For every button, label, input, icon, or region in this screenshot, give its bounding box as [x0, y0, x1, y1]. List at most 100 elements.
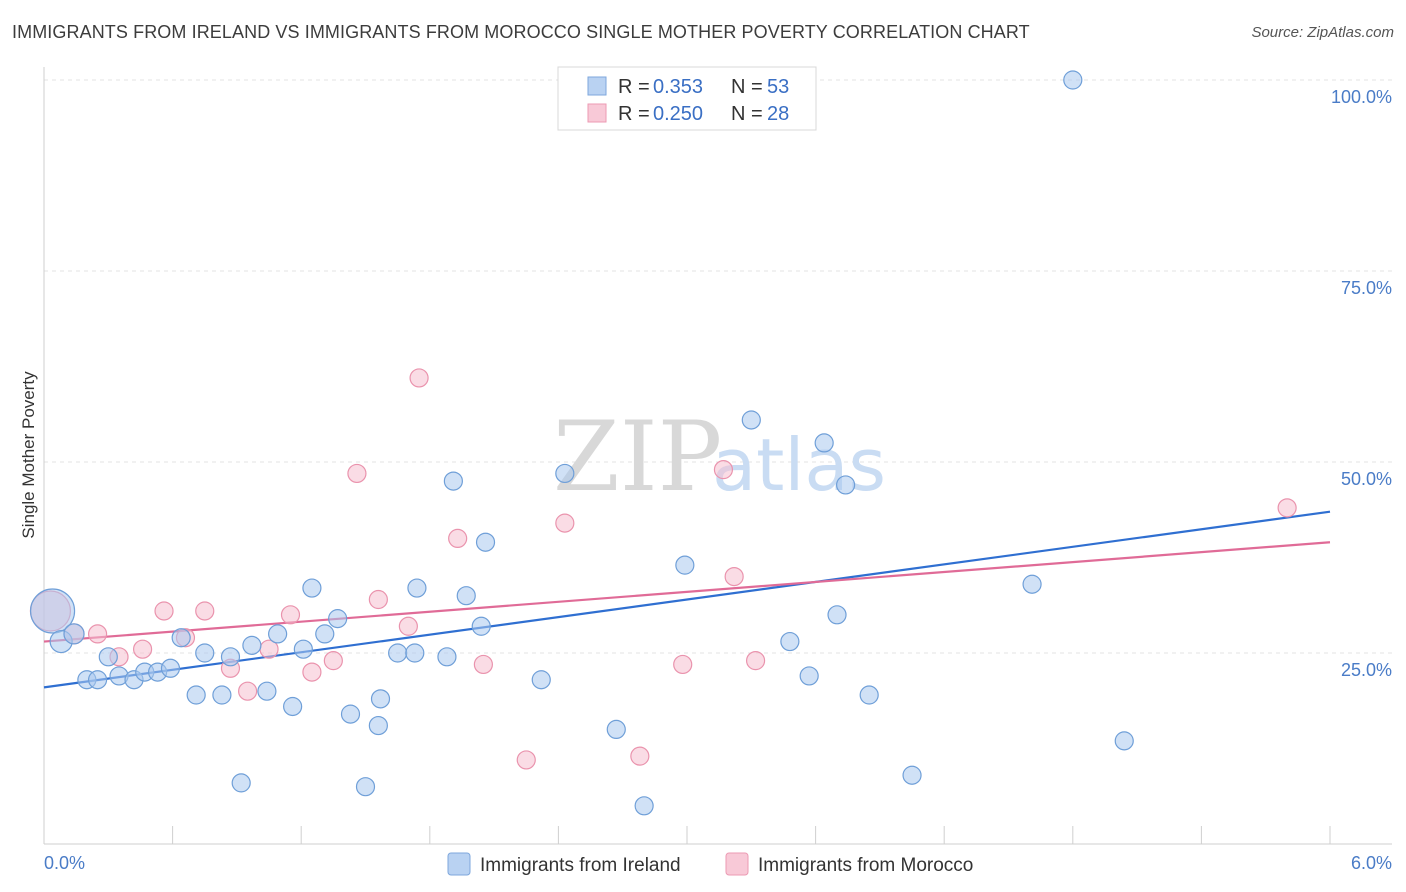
- point-morocco: [555, 513, 575, 533]
- point-ireland: [827, 605, 847, 625]
- point-ireland: [388, 643, 408, 663]
- point-ireland: [231, 773, 251, 793]
- legend-n-value-1: 53: [767, 76, 789, 98]
- point-ireland: [29, 588, 76, 634]
- point-ireland: [293, 639, 313, 659]
- point-ireland: [475, 532, 496, 552]
- point-morocco: [745, 651, 766, 671]
- point-ireland: [315, 624, 335, 644]
- bottom-legend-swatch-morocco: [725, 852, 749, 876]
- point-ireland: [741, 410, 761, 430]
- point-ireland: [407, 578, 427, 598]
- source-label: Source: ZipAtlas.com: [1251, 24, 1394, 41]
- point-ireland: [437, 647, 457, 667]
- legend-r-value-1: 0.353: [653, 76, 703, 98]
- point-morocco: [132, 639, 153, 659]
- point-ireland: [456, 586, 476, 606]
- bottom-legend: Immigrants from Ireland Immigrants from …: [447, 852, 973, 876]
- legend-n-label-2: N =: [731, 103, 763, 125]
- point-morocco: [280, 605, 301, 625]
- point-morocco: [302, 662, 322, 682]
- points: [29, 70, 1297, 816]
- point-ireland: [302, 578, 322, 598]
- point-ireland: [799, 666, 819, 686]
- legend-r-value-2: 0.250: [653, 103, 703, 125]
- bottom-legend-label-ireland: Immigrants from Ireland: [480, 855, 681, 876]
- point-ireland: [257, 681, 277, 701]
- point-ireland: [212, 685, 232, 705]
- point-ireland: [220, 647, 241, 667]
- watermark: ZIP atlas: [553, 401, 886, 513]
- point-ireland: [606, 719, 626, 740]
- legend-swatch-ireland: [587, 76, 607, 96]
- legend-n-value-2: 28: [767, 103, 789, 125]
- y-tick-label: 75.0%: [1341, 278, 1392, 298]
- point-ireland: [634, 796, 654, 816]
- chart-title: IMMIGRANTS FROM IRELAND VS IMMIGRANTS FR…: [12, 22, 1030, 42]
- point-morocco: [195, 601, 215, 621]
- point-ireland: [160, 658, 181, 678]
- point-ireland: [195, 643, 215, 663]
- point-morocco: [516, 750, 536, 770]
- y-tick-label: 25.0%: [1341, 660, 1392, 680]
- y-tick-label: 100.0%: [1331, 87, 1392, 107]
- point-ireland: [555, 463, 575, 484]
- point-morocco: [724, 566, 744, 587]
- point-morocco: [347, 463, 367, 484]
- x-ticks: [172, 826, 1331, 844]
- point-ireland: [531, 670, 551, 690]
- point-ireland: [471, 616, 491, 636]
- trendline-morocco: [43, 541, 1331, 643]
- legend-swatch-morocco: [587, 103, 607, 123]
- point-morocco: [368, 589, 388, 610]
- point-morocco: [154, 601, 174, 621]
- point-morocco: [398, 616, 418, 636]
- point-ireland: [283, 696, 303, 717]
- point-ireland: [171, 628, 191, 648]
- trendline-ireland: [43, 510, 1331, 689]
- legend: R = 0.353 N = 53 R = 0.250 N = 28: [557, 66, 817, 131]
- point-ireland: [836, 475, 856, 495]
- point-morocco: [713, 460, 734, 480]
- y-tick-label: 50.0%: [1341, 469, 1392, 489]
- point-ireland: [780, 631, 800, 652]
- axes: [43, 67, 1392, 845]
- x-tick-label-max: 6.0%: [1351, 853, 1392, 873]
- point-morocco: [448, 528, 468, 549]
- legend-n-label-1: N =: [731, 76, 763, 98]
- point-ireland: [902, 765, 922, 785]
- point-morocco: [409, 368, 429, 388]
- point-ireland: [405, 643, 425, 663]
- point-morocco: [473, 654, 493, 675]
- point-morocco: [673, 654, 693, 675]
- point-ireland: [675, 555, 695, 575]
- point-ireland: [186, 685, 206, 705]
- point-ireland: [1063, 70, 1083, 90]
- point-ireland: [1022, 574, 1042, 594]
- point-morocco: [87, 624, 108, 644]
- point-ireland: [814, 433, 834, 453]
- x-tick-label-min: 0.0%: [44, 853, 85, 873]
- trendlines: [43, 510, 1331, 689]
- watermark-zip: ZIP: [553, 401, 722, 513]
- point-ireland: [87, 670, 108, 690]
- point-ireland: [242, 635, 262, 655]
- y-axis-label: Single Mother Poverty: [19, 371, 38, 539]
- bottom-legend-swatch-ireland: [447, 852, 471, 876]
- point-morocco: [323, 651, 343, 671]
- point-ireland: [1114, 731, 1134, 751]
- legend-r-label-2: R =: [618, 103, 650, 125]
- point-morocco: [1277, 498, 1297, 518]
- point-ireland: [368, 715, 388, 736]
- point-ireland: [355, 777, 376, 797]
- point-ireland: [268, 624, 288, 644]
- grid: [44, 79, 1392, 654]
- point-ireland: [98, 647, 118, 667]
- watermark-atlas: atlas: [712, 423, 886, 507]
- point-morocco: [630, 746, 650, 766]
- bottom-legend-label-morocco: Immigrants from Morocco: [758, 855, 973, 876]
- point-ireland: [443, 471, 463, 491]
- point-ireland: [63, 623, 85, 645]
- point-ireland: [328, 609, 348, 629]
